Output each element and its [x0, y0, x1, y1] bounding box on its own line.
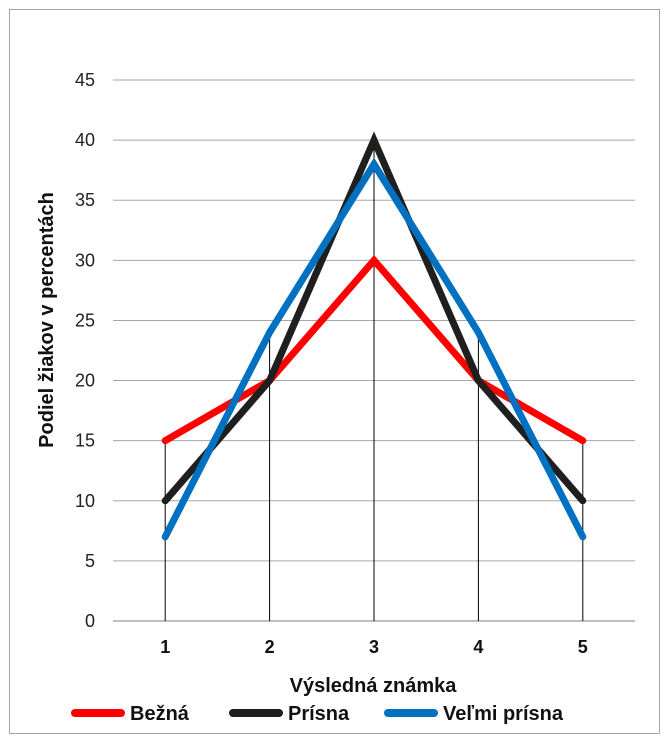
legend-label: Veľmi prísna — [443, 703, 564, 725]
y-tick-labels: 0 5 10 15 20 25 30 35 40 45 — [75, 70, 95, 631]
series-line-1 — [161, 131, 587, 505]
series-line-2 — [161, 157, 587, 541]
y-axis-title: Podiel žiakov v percentách — [36, 192, 58, 448]
y-tick-label: 15 — [75, 431, 95, 451]
x-tick-label: 5 — [578, 637, 588, 657]
legend-label: Bežná — [130, 703, 190, 725]
y-tick-label: 0 — [85, 611, 95, 631]
y-tick-label: 30 — [75, 250, 95, 270]
legend: Bežná Prísna Veľmi prísna — [71, 703, 564, 725]
x-tick-label: 4 — [473, 637, 483, 657]
y-tick-label: 40 — [75, 130, 95, 150]
chart-frame — [9, 9, 660, 734]
y-tick-label: 20 — [75, 371, 95, 391]
x-axis-title: Výsledná známka — [290, 675, 458, 697]
x-tick-labels: 1 2 3 4 5 — [160, 637, 588, 657]
x-tick-label: 1 — [160, 637, 170, 657]
y-tick-label: 45 — [75, 70, 95, 90]
y-tick-label: 10 — [75, 491, 95, 511]
x-tick-label: 2 — [265, 637, 275, 657]
y-tick-label: 25 — [75, 310, 95, 330]
series-lines — [161, 131, 587, 541]
legend-label: Prísna — [288, 703, 350, 725]
y-tick-label: 35 — [75, 190, 95, 210]
y-tick-label: 5 — [85, 551, 95, 571]
x-tick-label: 3 — [369, 637, 379, 657]
